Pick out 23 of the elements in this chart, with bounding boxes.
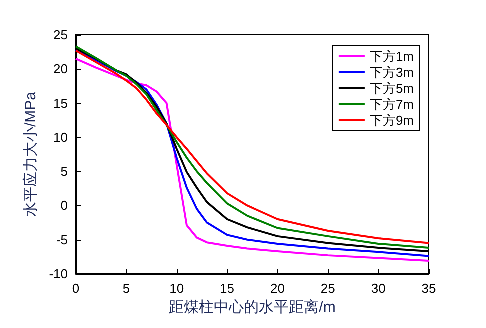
y-tick-label: 15 [54, 96, 68, 111]
y-tick-label: 10 [54, 130, 68, 145]
x-tick-label: 10 [170, 281, 184, 296]
y-tick-label: 0 [60, 198, 68, 214]
y-tick-label: 5 [60, 164, 68, 180]
x-tick-label: 15 [220, 281, 235, 296]
x-axis-title: 距煤柱中心的水平距离/m [169, 298, 336, 316]
y-tick-label: -5 [56, 232, 68, 248]
y-tick-label: 25 [54, 28, 68, 42]
legend-label: 下方1m [370, 49, 414, 64]
x-tick-label: 20 [270, 281, 285, 296]
x-tick-label: 25 [320, 281, 336, 296]
y-tick-label: 20 [54, 62, 68, 77]
legend-label: 下方5m [370, 81, 414, 96]
legend-label: 下方7m [370, 97, 414, 112]
x-tick-label: 35 [422, 281, 436, 296]
legend-label: 下方3m [370, 65, 414, 80]
y-tick-label: -10 [49, 266, 68, 282]
x-tick-label: 30 [371, 281, 386, 296]
x-tick-label: 0 [72, 281, 80, 296]
x-tick-label: 5 [122, 281, 130, 296]
legend-label: 下方9m [370, 113, 414, 128]
y-axis-title: 水平应力大小/MPa [22, 91, 40, 218]
